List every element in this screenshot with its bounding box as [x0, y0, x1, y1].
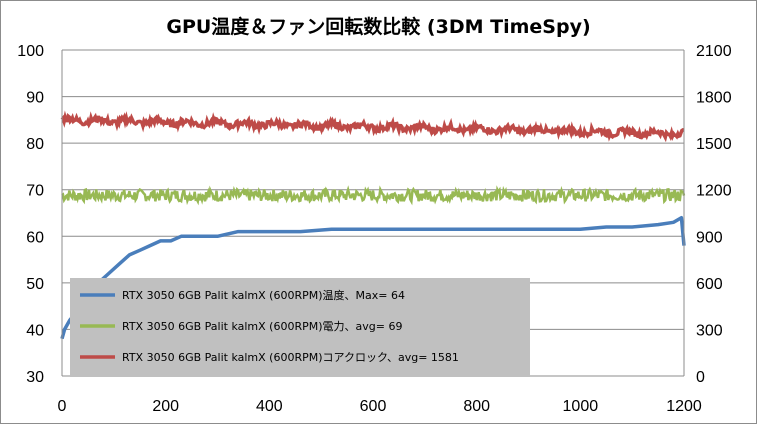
y-right-tick-label: 1200 — [696, 183, 732, 200]
x-tick-label: 400 — [256, 398, 283, 415]
x-tick-label: 800 — [463, 398, 490, 415]
legend-box — [70, 278, 530, 377]
legend-label: RTX 3050 6GB Palit kalmX (600RPM)電力、avg=… — [122, 320, 402, 333]
y-left-tick-label: 90 — [26, 90, 44, 107]
y-right-tick-label: 1500 — [696, 136, 732, 153]
x-tick-label: 200 — [152, 398, 179, 415]
x-tick-label: 1000 — [563, 398, 599, 415]
y-right-tick-label: 900 — [696, 229, 723, 246]
y-right-tick-label: 600 — [696, 276, 723, 293]
x-tick-label: 0 — [58, 398, 67, 415]
y-left-tick-label: 50 — [26, 276, 44, 293]
y-right-tick-label: 0 — [696, 369, 705, 386]
y-left-tick-label: 80 — [26, 136, 44, 153]
series-clock-line — [60, 110, 685, 143]
y-right-tick-label: 2100 — [696, 43, 732, 60]
y-left-tick-label: 60 — [26, 229, 44, 246]
series-power-line — [61, 185, 686, 206]
x-tick-label: 1200 — [666, 398, 702, 415]
y-right-tick-label: 1800 — [696, 90, 732, 107]
y-right-tick-label: 300 — [696, 322, 723, 339]
chart-title: GPU温度＆ファン回転数比較 (3DM TimeSpy) — [166, 16, 591, 38]
legend-label: RTX 3050 6GB Palit kalmX (600RPM)コアクロック、… — [122, 351, 459, 364]
x-tick-label: 600 — [360, 398, 387, 415]
y-left-tick-label: 40 — [26, 322, 44, 339]
y-left-tick-label: 100 — [17, 43, 44, 60]
legend-label: RTX 3050 6GB Palit kalmX (600RPM)温度、Max=… — [122, 288, 405, 302]
y-left-tick-label: 70 — [26, 183, 44, 200]
legend: RTX 3050 6GB Palit kalmX (600RPM)温度、Max=… — [70, 278, 530, 377]
y-left-tick-label: 30 — [26, 369, 44, 386]
